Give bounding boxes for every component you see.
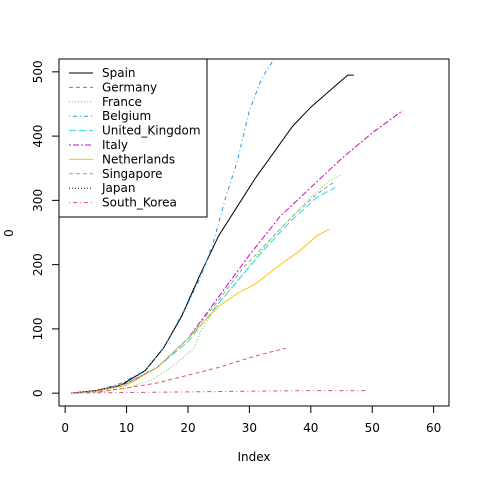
legend-entry: Japan — [101, 181, 135, 195]
x-tick-label: 40 — [303, 421, 318, 435]
x-tick-label: 10 — [119, 421, 134, 435]
legend-entry: South_Korea — [102, 196, 177, 210]
series-line-south-korea — [71, 390, 367, 394]
series-line-japan — [71, 286, 195, 394]
x-tick-label: 20 — [180, 421, 195, 435]
legend-entry: France — [102, 95, 142, 109]
x-tick-label: 60 — [426, 421, 441, 435]
y-axis: 0 100 200 300 400 500 — [31, 60, 60, 397]
x-axis: 0 10 20 30 40 50 60 — [61, 405, 441, 435]
legend-entry: Spain — [102, 66, 136, 80]
legend-entry: Singapore — [102, 167, 163, 181]
legend-entry: Germany — [102, 80, 157, 94]
legend-entry: Italy — [102, 138, 128, 152]
x-tick-label: 0 — [61, 421, 69, 435]
series-layer — [71, 59, 404, 394]
x-axis-label: Index — [237, 450, 270, 464]
x-tick-label: 50 — [365, 421, 380, 435]
y-tick-label: 0 — [31, 389, 45, 397]
y-axis-label: 0 — [2, 229, 16, 237]
series-line-belgium — [71, 59, 275, 394]
legend-box — [58, 58, 208, 218]
y-tick-label: 300 — [31, 189, 45, 212]
y-tick-label: 100 — [31, 317, 45, 340]
y-tick-label: 400 — [31, 125, 45, 148]
legend-entry: Belgium — [102, 109, 151, 123]
y-tick-label: 500 — [31, 60, 45, 83]
x-tick-label: 30 — [242, 421, 257, 435]
y-tick-label: 200 — [31, 253, 45, 276]
legend-entry: Netherlands — [102, 152, 175, 166]
series-line-italy — [71, 109, 404, 394]
series-line-netherlands — [71, 228, 330, 394]
legend: SpainGermanyFranceBelgiumUnited_KingdomI… — [58, 58, 208, 218]
legend-entry: United_Kingdom — [102, 124, 201, 138]
series-line-spain — [71, 74, 354, 394]
